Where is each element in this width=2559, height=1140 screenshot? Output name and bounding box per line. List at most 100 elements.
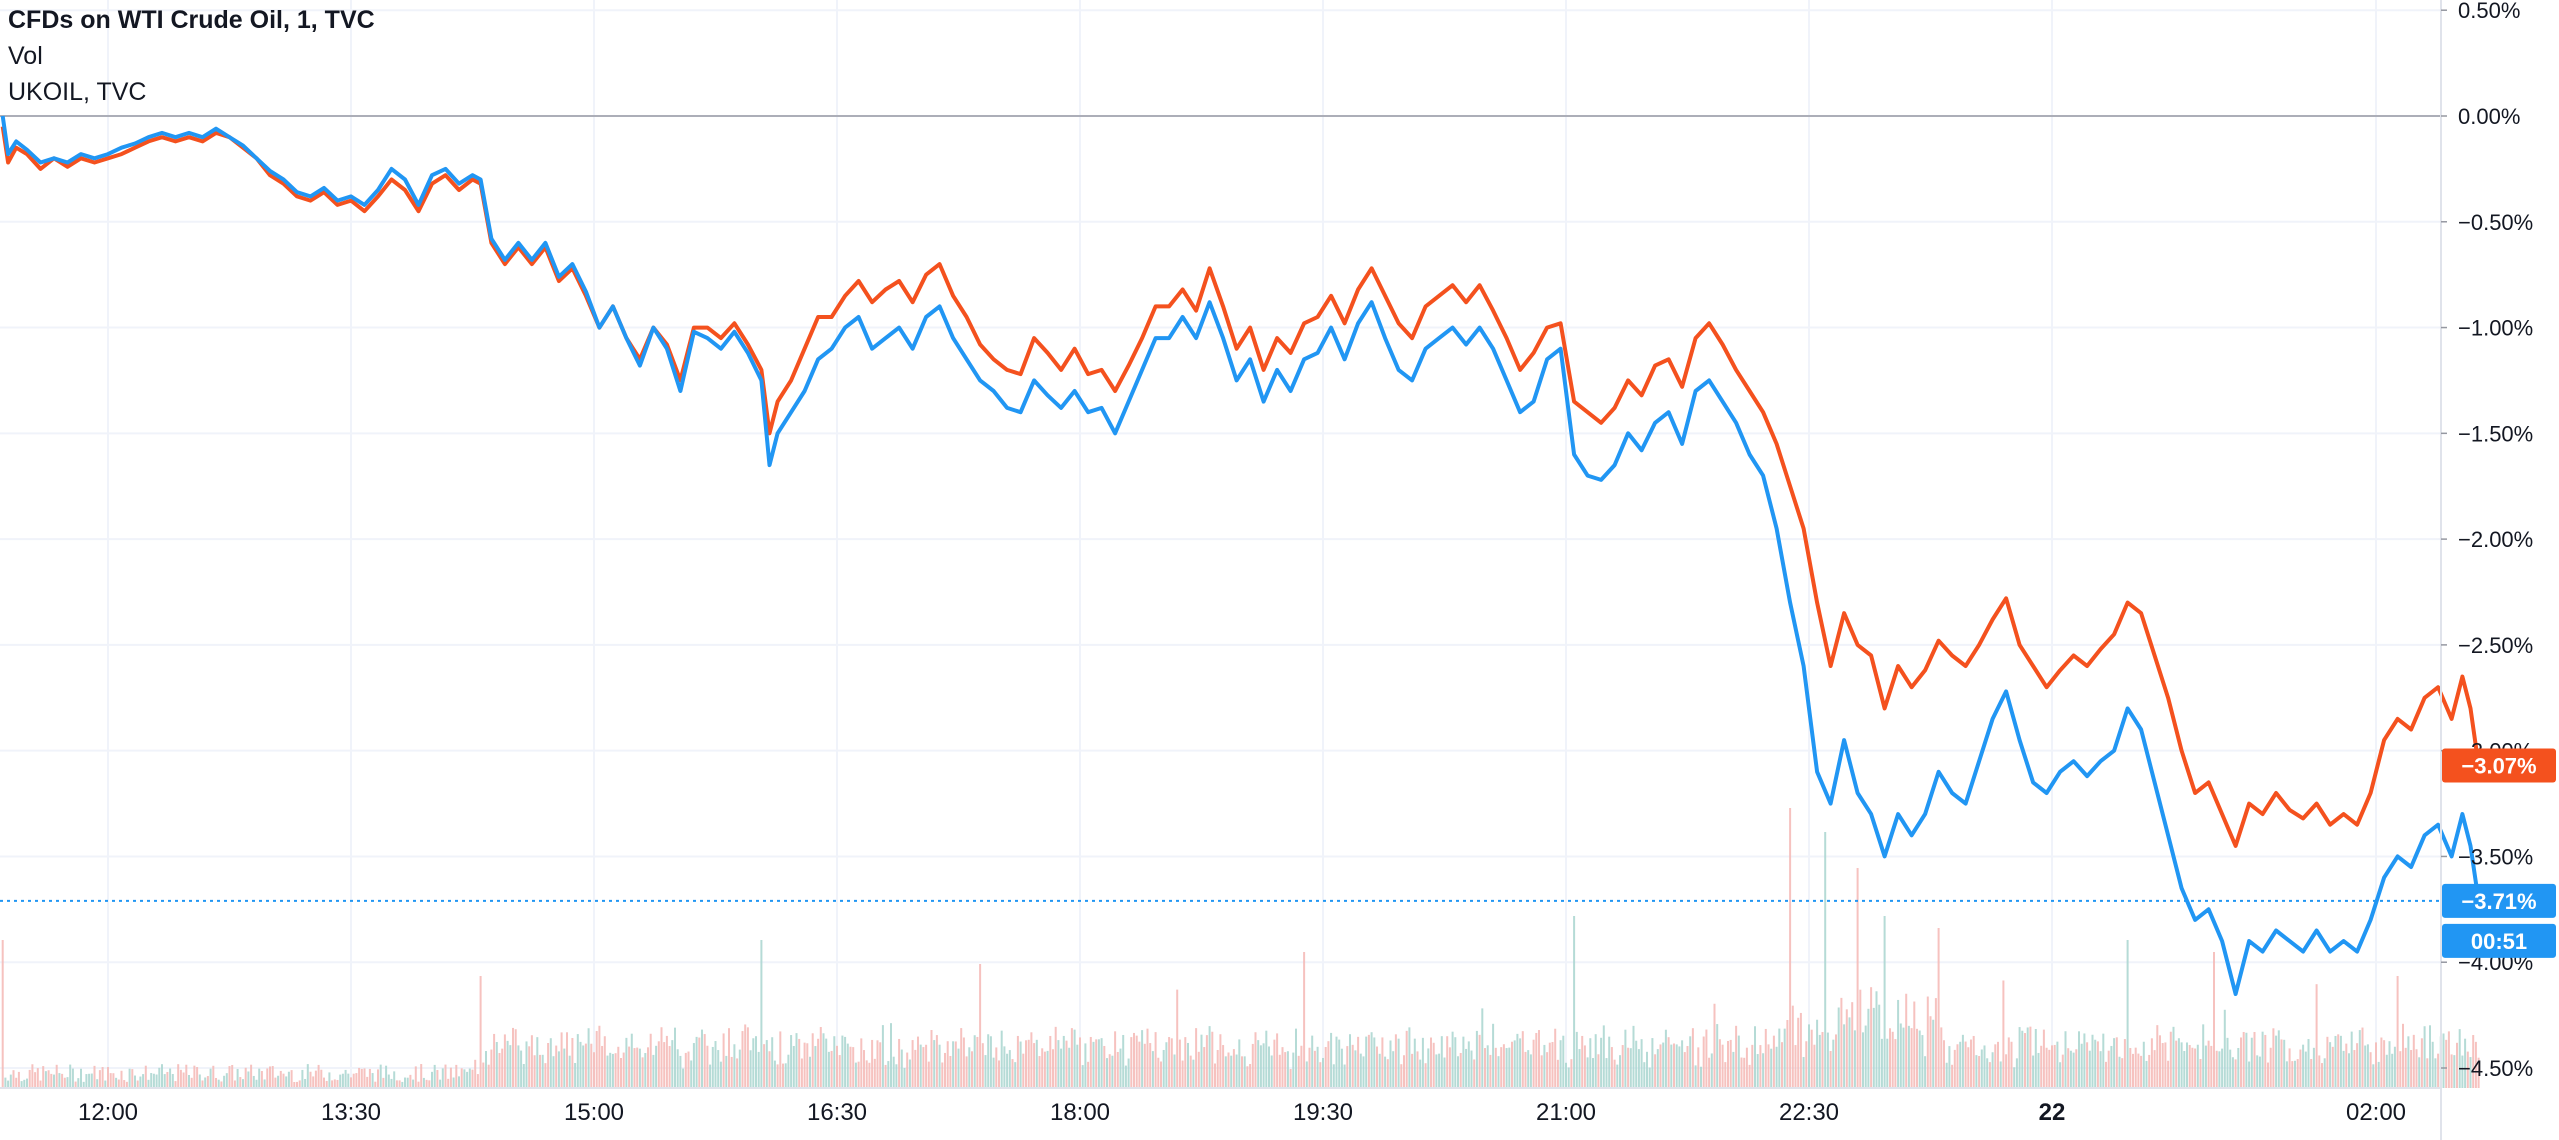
volume-bar (2472, 1035, 2475, 1088)
volume-bar (1697, 1047, 1700, 1088)
volume-bar (1970, 1039, 1972, 1088)
volume-bar (1222, 1045, 1225, 1088)
volume-bar (1783, 1028, 1786, 1088)
volume-bar (998, 1060, 1000, 1088)
volume-bar (1022, 1053, 1025, 1088)
volume-bar (277, 1075, 280, 1088)
compare-symbol-label[interactable]: UKOIL, TVC (8, 78, 147, 106)
volume-bar (1894, 1039, 1897, 1088)
volume-bar (1419, 1059, 1422, 1088)
volume-bar (1627, 1047, 1630, 1088)
volume-bar (23, 1079, 26, 1088)
volume-bar (66, 1077, 69, 1088)
volume-bar (2248, 1061, 2251, 1088)
volume-bar (1862, 1032, 1864, 1088)
volume-bar (1138, 1041, 1141, 1088)
volume-bar (39, 1080, 42, 1088)
volume-bar (1797, 1017, 1800, 1088)
volume-bar (1502, 1044, 1505, 1088)
volume-bar (1413, 1038, 1416, 1088)
volume-bar (161, 1064, 163, 1088)
volume-bar (422, 1077, 425, 1088)
volume-bar (1384, 1056, 1387, 1088)
volume-bar (1994, 1044, 1997, 1088)
volume-bar (2069, 1050, 2072, 1088)
volume-bar (2353, 1050, 2356, 1088)
volume-bar (463, 1069, 466, 1088)
volume-bar (2169, 1031, 2172, 1088)
volume-bar (2021, 1030, 2024, 1088)
volume-bar (1948, 1046, 1951, 1088)
volume-bar (2086, 1042, 2089, 1088)
volume-bar (2223, 1009, 2226, 1088)
volume-bar (628, 1046, 631, 1088)
volume-bar (1808, 1024, 1810, 1088)
volume-bar (1762, 1053, 1765, 1088)
volume-bar (1403, 1055, 1405, 1088)
volume-bar (1945, 1062, 1948, 1088)
volume-bar (2088, 1050, 2091, 1088)
volume-bar (1918, 1030, 1921, 1088)
volume-bar (1710, 1053, 1713, 1088)
volume-bar (163, 1074, 166, 1088)
volume-bar (2059, 1062, 2062, 1088)
volume-bar (1170, 1038, 1173, 1088)
volume-bar (881, 1025, 884, 1088)
volume-bar (638, 1048, 641, 1088)
volume-bar (1378, 1053, 1381, 1088)
volume-bar (468, 1068, 471, 1088)
volume-bar (209, 1068, 212, 1088)
volume-bar (1586, 1057, 1589, 1088)
volume-bar (285, 1076, 288, 1088)
volume-bar (1249, 1064, 1252, 1088)
volume-bar (1527, 1050, 1530, 1088)
volume-bar (1405, 1030, 1408, 1088)
volume-bar (2161, 1043, 2164, 1088)
volume-bar (584, 1043, 587, 1088)
volume-bar (887, 1061, 890, 1088)
volume-bar (1764, 1028, 1767, 1088)
volume-bar (2210, 1045, 2213, 1088)
volume-bar (4, 1077, 7, 1088)
volume-bar (2385, 1054, 2388, 1088)
volume-bar (1203, 1047, 1206, 1088)
volume-bar (1114, 1031, 1117, 1088)
volume-bar (1060, 1048, 1063, 1088)
volume-bar (1916, 1028, 1918, 1088)
ukoil-series-line (0, 115, 2481, 996)
volume-bar (1886, 1038, 1889, 1088)
volume-bar (595, 1031, 598, 1088)
volume-bar (2048, 1049, 2051, 1088)
volume-bar (898, 1038, 901, 1088)
volume-bar (58, 1073, 61, 1088)
volume-bar (460, 1068, 463, 1088)
volume-bar (1845, 1009, 1848, 1088)
volume-bar (1208, 1026, 1211, 1088)
volume-bar (890, 1023, 892, 1088)
volume-legend-label[interactable]: Vol (8, 42, 43, 70)
symbol-title[interactable]: CFDs on WTI Crude Oil, 1, TVC (8, 6, 375, 34)
volume-bar (1667, 1037, 1670, 1088)
volume-bar (1373, 1037, 1376, 1088)
volume-bar (2474, 1041, 2477, 1088)
y-tick-label: −2.00% (2458, 527, 2533, 552)
volume-bar (1637, 1049, 1640, 1088)
volume-bar (711, 1046, 714, 1088)
volume-bar (633, 1048, 636, 1088)
volume-bar (1616, 1064, 1619, 1088)
volume-bar (547, 1043, 550, 1088)
volume-bar (220, 1081, 223, 1088)
volume-bar (1929, 1016, 1932, 1088)
volume-bar (1262, 1043, 1265, 1088)
volume-bar (1953, 1049, 1956, 1088)
volume-bar (1357, 1036, 1360, 1088)
volume-bar (555, 1045, 558, 1088)
volume-bar (2377, 1061, 2380, 1088)
volume-bar (1189, 1055, 1192, 1088)
volume-bar (1313, 1050, 1316, 1088)
volume-bar (1902, 1027, 1905, 1088)
volume-bar (190, 1077, 193, 1088)
volume-bar (695, 1036, 698, 1088)
volume-bar (1108, 1054, 1111, 1088)
